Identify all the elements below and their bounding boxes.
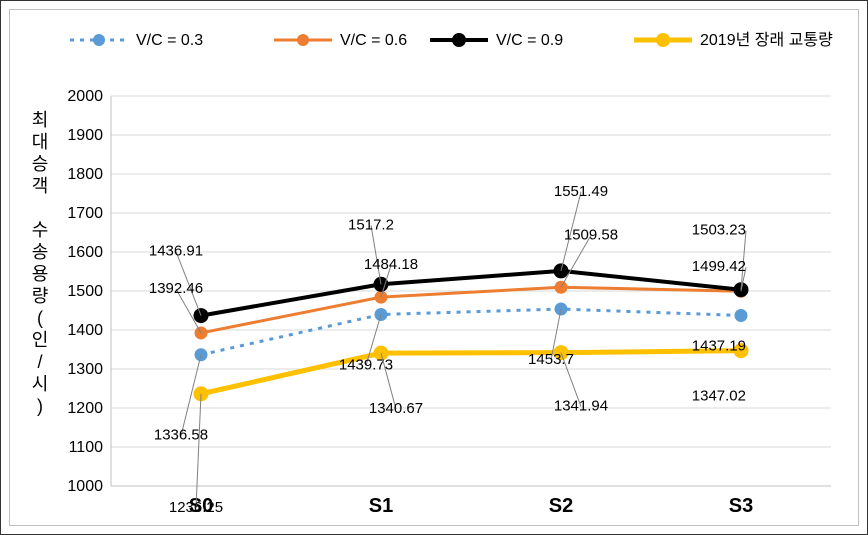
data-label-leader [371,225,381,284]
data-label: 1484.18 [364,256,418,273]
data-label: 1336.58 [154,427,208,444]
y-axis-label: 대 [32,132,49,152]
data-label: 1503.23 [692,222,746,239]
y-tick-label: 2000 [67,88,103,105]
data-label: 1509.58 [564,226,618,243]
legend-label-vc03: V/C = 0.3 [136,32,203,49]
legend-marker-future [656,33,670,47]
y-tick-label: 1500 [67,283,103,300]
data-label: 1341.94 [554,398,608,415]
y-axis-label: 시 [32,374,49,394]
data-label: 1453.7 [528,351,574,368]
data-label: 1551.49 [554,183,608,200]
legend-label-vc09: V/C = 0.9 [496,32,563,49]
y-axis-label: / [37,352,42,372]
series-line-vc06 [201,287,741,333]
y-tick-label: 1000 [67,478,103,495]
y-tick-label: 1600 [67,244,103,261]
series-line-future [201,351,741,394]
y-tick-label: 1700 [67,205,103,222]
y-axis-label: 승 [32,154,49,174]
y-axis-label: ( [37,308,43,328]
y-tick-label: 1900 [67,127,103,144]
legend-label-future: 2019년 장래 교통량 [700,31,833,49]
data-label: 1517.2 [348,216,394,233]
data-label: 1499.42 [692,258,746,275]
y-tick-label: 1300 [67,361,103,378]
legend-label-vc06: V/C = 0.6 [340,32,407,49]
data-label-leader [196,394,201,508]
y-axis-label: 송 [32,242,49,262]
y-axis-label: 객 [32,176,49,196]
chart-svg: 1000 1100 1200 1300 1400 1500 1600 1700 1800 1900… [10,10,860,527]
y-axis-label: 용 [32,264,49,284]
data-label: 1347.02 [692,388,746,405]
series-marker-vc03 [735,309,747,321]
y-tick-label: 1400 [67,322,103,339]
x-category-label: S2 [549,495,573,517]
data-label: 1236.25 [169,499,223,516]
y-axis-label: 최 [32,110,49,130]
legend-marker-vc06 [297,34,309,46]
data-label: 1439.73 [339,357,393,374]
y-tick-label: 1800 [67,166,103,183]
legend-marker-vc03 [93,34,105,46]
data-label: 1436.91 [149,243,203,260]
chart-inner-border: 1000 1100 1200 1300 1400 1500 1600 1700 1800 1900… [9,9,859,526]
x-category-label: S3 [729,495,753,517]
y-axis-label: 인 [32,330,49,350]
y-axis-label: ) [37,396,43,416]
chart-frame: 1000 1100 1200 1300 1400 1500 1600 1700 1800 1900… [0,0,868,535]
y-axis-label: 량 [32,286,49,306]
y-axis-label: 수 [32,220,49,240]
data-label: 1392.46 [149,280,203,297]
data-label: 1437.19 [692,337,746,354]
y-tick-label: 1200 [67,400,103,417]
data-label: 1340.67 [369,400,423,417]
y-tick-label: 1100 [69,439,104,456]
legend-marker-vc09 [452,33,466,47]
x-category-label: S1 [369,495,393,517]
